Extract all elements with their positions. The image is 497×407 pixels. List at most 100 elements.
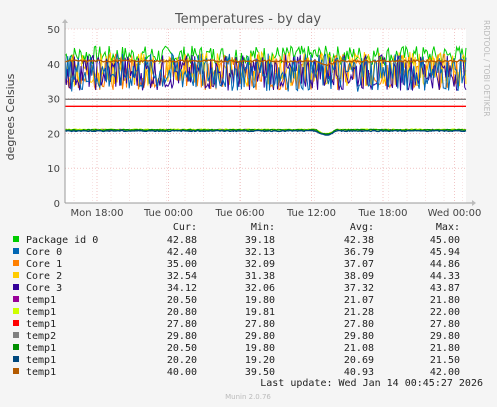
legend: Cur: Min: Avg: Max: Package id 0 42.88 39.18 42… [13, 222, 460, 378]
last-update-text: Last update: Wed Jan 14 00:45:27 2026 [260, 378, 483, 389]
legend-value-min: 32.13 [245, 247, 275, 258]
legend-series-name: Package id 0 [26, 235, 98, 246]
legend-value-min: 19.81 [245, 307, 275, 318]
rrdtool-side-label: RRDTOOL / TOBI OETIKER [482, 20, 491, 117]
legend-value-min: 32.06 [245, 283, 275, 294]
legend-value-avg: 36.79 [344, 247, 374, 258]
y-tick-label: 10 [47, 164, 60, 175]
legend-series-name: Core 2 [26, 271, 62, 282]
legend-value-cur: 35.00 [167, 259, 197, 270]
legend-value-avg: 27.80 [344, 319, 374, 330]
legend-series-name: temp1 [26, 355, 56, 366]
legend-series-name: temp1 [26, 343, 56, 354]
series-line [64, 58, 467, 67]
y-axis-arrow [62, 19, 68, 23]
legend-series-name: Core 0 [26, 247, 62, 258]
legend-header: Cur: [173, 222, 197, 233]
legend-value-max: 42.00 [430, 367, 460, 378]
legend-value-avg: 21.28 [344, 307, 374, 318]
y-tick-label: 50 [47, 25, 60, 36]
x-tick-label: Tue 06:00 [214, 208, 264, 219]
legend-series-name: temp2 [26, 331, 56, 342]
legend-value-max: 45.94 [430, 247, 460, 258]
x-tick-label: Wed 00:00 [428, 208, 482, 219]
legend-value-min: 19.20 [245, 355, 275, 366]
legend-value-min: 39.50 [245, 367, 275, 378]
legend-swatch [13, 356, 19, 362]
legend-value-max: 43.87 [430, 283, 460, 294]
legend-value-avg: 29.80 [344, 331, 374, 342]
legend-value-min: 31.38 [245, 271, 275, 282]
series-line [64, 52, 467, 92]
legend-value-avg: 21.07 [344, 295, 374, 306]
legend-value-max: 44.86 [430, 259, 460, 270]
legend-swatch [13, 248, 19, 254]
y-tick-label: 20 [47, 129, 60, 140]
legend-value-max: 45.00 [430, 235, 460, 246]
legend-swatch [13, 308, 19, 314]
legend-value-cur: 20.50 [167, 295, 197, 306]
legend-swatch [13, 332, 19, 338]
x-tick-label: Tue 12:00 [286, 208, 336, 219]
legend-value-avg: 38.09 [344, 271, 374, 282]
legend-value-min: 27.80 [245, 319, 275, 330]
legend-series-name: temp1 [26, 367, 56, 378]
legend-swatch [13, 344, 19, 350]
legend-swatch [13, 236, 19, 242]
legend-value-avg: 20.69 [344, 355, 374, 366]
legend-value-avg: 37.07 [344, 259, 374, 270]
legend-value-min: 32.09 [245, 259, 275, 270]
legend-swatch [13, 368, 19, 374]
legend-value-cur: 27.80 [167, 319, 197, 330]
plot-area: 0 10 20 30 40 50 Mon 18:00 Tue 00:00 Tue 06:00 Tu… [47, 19, 481, 219]
legend-value-max: 44.33 [430, 271, 460, 282]
x-tick-label: Mon 18:00 [70, 208, 123, 219]
legend-value-avg: 40.93 [344, 367, 374, 378]
legend-value-avg: 37.32 [344, 283, 374, 294]
legend-value-cur: 20.20 [167, 355, 197, 366]
legend-series-name: temp1 [26, 307, 56, 318]
legend-value-cur: 20.50 [167, 343, 197, 354]
series-line [64, 129, 467, 136]
legend-series-name: Core 3 [26, 283, 62, 294]
legend-header: Min: [251, 222, 275, 233]
y-tick-label: 30 [47, 95, 60, 106]
legend-swatch [13, 320, 19, 326]
legend-value-cur: 40.00 [167, 367, 197, 378]
x-tick-label: Tue 00:00 [143, 208, 193, 219]
y-tick-label: 40 [47, 60, 60, 71]
legend-value-max: 29.80 [430, 331, 460, 342]
legend-value-cur: 29.80 [167, 331, 197, 342]
legend-value-cur: 42.88 [167, 235, 197, 246]
legend-value-max: 21.80 [430, 295, 460, 306]
legend-value-cur: 34.12 [167, 283, 197, 294]
legend-value-avg: 42.38 [344, 235, 374, 246]
legend-value-min: 29.80 [245, 331, 275, 342]
legend-value-max: 21.80 [430, 343, 460, 354]
legend-value-max: 22.00 [430, 307, 460, 318]
plot-background [65, 29, 466, 203]
legend-swatch [13, 260, 19, 266]
legend-value-cur: 42.40 [167, 247, 197, 258]
legend-series-name: temp1 [26, 319, 56, 330]
munin-footer: Munin 2.0.76 [225, 393, 271, 401]
legend-value-max: 27.80 [430, 319, 460, 330]
series-line [64, 128, 467, 135]
legend-swatch [13, 296, 19, 302]
legend-value-avg: 21.08 [344, 343, 374, 354]
legend-value-min: 19.80 [245, 295, 275, 306]
y-tick-label: 0 [54, 199, 60, 210]
y-axis-label: degrees Celsius [4, 73, 17, 160]
legend-value-cur: 32.54 [167, 271, 197, 282]
x-axis-arrow [472, 200, 476, 206]
legend-header: Max: [436, 222, 460, 233]
legend-series-name: temp1 [26, 295, 56, 306]
legend-swatch [13, 272, 19, 278]
legend-header: Avg: [350, 222, 374, 233]
x-tick-label: Tue 18:00 [357, 208, 407, 219]
legend-series-name: Core 1 [26, 259, 62, 270]
legend-value-min: 39.18 [245, 235, 275, 246]
legend-value-min: 19.80 [245, 343, 275, 354]
legend-value-cur: 20.80 [167, 307, 197, 318]
